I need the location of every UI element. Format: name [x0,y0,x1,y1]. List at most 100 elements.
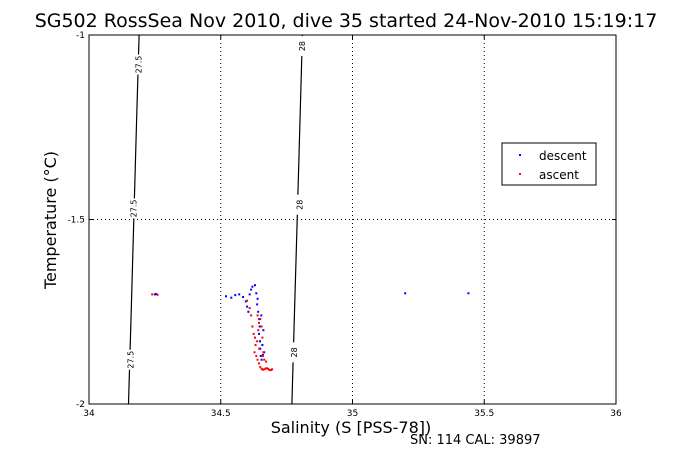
data-point-descent [254,284,256,287]
data-point-ascent [257,329,260,332]
contour-label-bg [129,198,138,219]
legend-marker-descent [519,154,521,156]
data-point-ascent [260,325,263,328]
legend-label-ascent: ascent [539,168,579,182]
gridlines [89,35,616,404]
axis-ticks: 34 34.5 35 35.5 36 -2 -1.5 -1 [67,31,622,419]
legend-box [501,142,597,186]
data-point-descent [259,355,262,357]
x-tick-label: 35.5 [474,409,494,419]
contour-label-bg [298,36,307,57]
data-point-ascent [255,355,258,357]
x-tick-label: 36 [610,409,622,419]
data-point-ascent [252,332,255,335]
data-point-descent [260,314,263,317]
contour-label-bg [127,349,136,370]
data-point-ascent [260,367,263,370]
data-point-ascent [268,369,271,372]
data-point-descent [261,353,264,356]
data-point-ascent [258,321,260,324]
y-tick-label: -2 [76,400,85,410]
data-point-descent [262,329,265,332]
contour-label: 27.5 [135,56,144,74]
data-point-descent [256,297,259,300]
data-point-ascent [263,358,266,361]
data-point-ascent [248,307,251,310]
plot-area: 27.5 27.5 27.5 28 28 28 34 34.5 35 35.5 36 -2 -1.5 -… [67,31,622,419]
chart-title: SG502 RossSea Nov 2010, dive 35 started … [35,10,658,32]
data-point-descent [467,292,470,295]
data-point-ascent [259,366,262,369]
data-point-descent [404,292,407,295]
y-tick-label: -1.5 [67,216,85,226]
data-point-descent [153,293,156,296]
data-point-ascent [254,336,256,339]
data-point-ascent [256,314,259,317]
data-point-ascent [267,367,270,370]
contour-label: 28 [295,200,304,210]
data-point-ascent [264,367,267,370]
data-point-ascent [265,367,268,370]
data-point-ascent [256,358,259,361]
contour-label: 27.5 [127,351,136,369]
data-point-ascent [261,368,264,371]
data-point-ascent [253,351,256,354]
legend: descent ascent [501,142,597,186]
data-point-ascent [263,368,266,371]
data-point-descent [260,358,263,361]
data-point-descent [257,310,260,313]
data-point-descent [250,288,253,291]
contour-label: 28 [298,41,307,51]
data-point-descent [248,293,251,296]
data-point-ascent [246,299,249,302]
data-point-ascent [151,293,154,296]
data-point-descent [258,325,261,328]
contour-label: 27.5 [129,200,138,218]
x-axis-label: Salinity (S [PSS-78]) [271,418,432,437]
data-point-descent [251,285,254,288]
density-contours: 27.5 27.5 27.5 28 28 28 [127,34,307,405]
legend-marker-ascent [519,173,521,175]
data-point-ascent [269,369,272,372]
data-point-ascent [262,351,265,354]
data-point-ascent [261,336,264,339]
data-point-descent [230,296,233,299]
legend-label-descent: descent [539,149,587,163]
data-point-descent [255,292,258,295]
data-point-ascent [265,360,268,363]
data-points [151,284,470,372]
data-point-ascent [156,293,159,296]
data-point-descent [258,318,261,321]
data-point-ascent [258,347,261,350]
data-point-descent [238,293,241,296]
x-tick-label: 34 [83,409,95,419]
data-point-descent [225,295,227,298]
y-tick-label: -1 [76,31,85,41]
data-point-descent [244,300,247,303]
data-point-descent [259,347,262,350]
contour-label: 28 [290,347,299,357]
data-point-ascent [258,362,260,365]
data-point-ascent [261,355,264,357]
data-point-ascent [251,325,254,328]
data-point-descent [259,340,261,343]
data-point-descent [261,344,264,346]
contour-label-bg [135,54,144,75]
footer-text: SN: 114 CAL: 39897 [410,433,541,448]
data-point-descent [155,293,158,295]
data-point-descent [256,303,259,306]
data-point-ascent [271,368,274,371]
data-point-descent [258,332,260,335]
contour-label-bg [290,342,299,363]
data-point-ascent [256,340,259,343]
data-point-descent [234,294,237,297]
data-point-ascent [259,318,262,321]
data-point-ascent [254,344,257,346]
data-point-descent [246,305,249,308]
y-axis-label: Temperature (°C) [41,151,60,290]
contour-label-bg [295,194,304,215]
density-contour-line [127,34,140,405]
x-tick-label: 34.5 [211,409,231,419]
data-point-descent [247,310,250,313]
